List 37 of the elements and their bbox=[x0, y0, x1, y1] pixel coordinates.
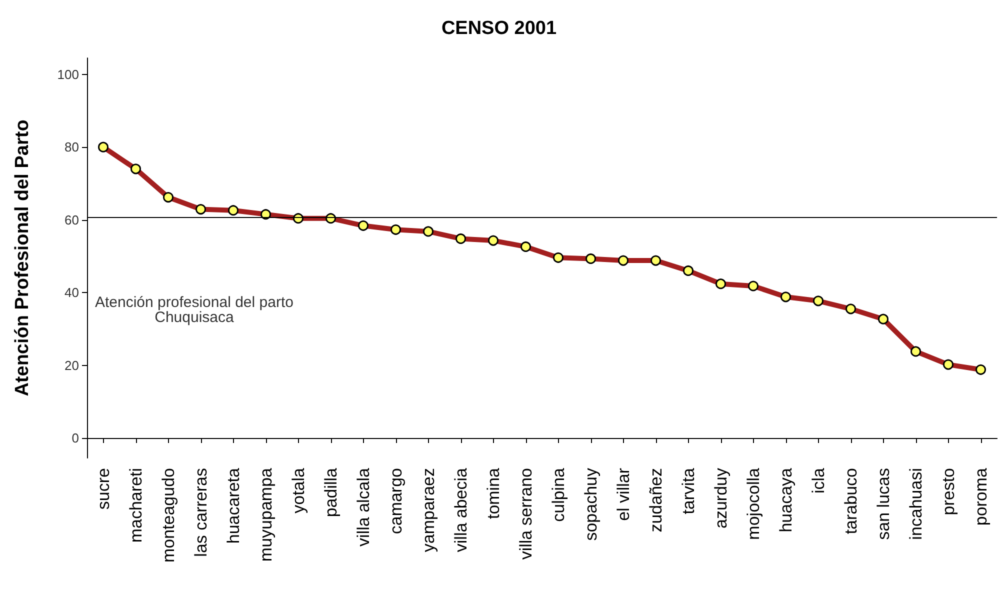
chart-title: CENSO 2001 bbox=[441, 18, 557, 39]
x-tick-label: mojocolla bbox=[744, 467, 763, 540]
x-tick-label: culpina bbox=[548, 467, 568, 522]
x-tick-label: muyupampa bbox=[256, 467, 276, 562]
y-tick-label: 100 bbox=[57, 66, 79, 82]
x-tick-label: villa serrano bbox=[516, 468, 536, 560]
annotation: Atención profesional del parto Chuquisaca bbox=[95, 294, 294, 326]
x-tick-label: huacaya bbox=[776, 467, 796, 532]
x-tick-label: sopachuy bbox=[581, 468, 600, 541]
x-tick-label: villa abecia bbox=[451, 467, 470, 552]
x-tick-label: incahuasi bbox=[906, 468, 926, 540]
x-tick-label: huacareta bbox=[224, 467, 243, 544]
x-tick-label: tarabuco bbox=[841, 468, 860, 534]
x-tick-label: monteagudo bbox=[158, 468, 178, 563]
x-tick-label: padilla bbox=[321, 467, 340, 518]
x-tick-label: tarvita bbox=[678, 467, 698, 514]
x-tick-label: tomina bbox=[484, 467, 503, 520]
x-tick-label: yamparaez bbox=[418, 468, 438, 552]
x-tick-label: machareti bbox=[126, 468, 146, 543]
x-tick-label: sucre bbox=[94, 468, 113, 510]
y-tick-label: 60 bbox=[64, 212, 79, 228]
x-tick-label: yotala bbox=[288, 467, 308, 514]
x-tick-label: camargo bbox=[386, 468, 406, 534]
x-tick-label: azurduy bbox=[711, 468, 730, 528]
y-tick-label: 40 bbox=[64, 285, 79, 300]
x-tick-label: villa alcala bbox=[354, 467, 373, 546]
x-tick-label: zudañez bbox=[646, 468, 666, 532]
x-tick-label: las carreras bbox=[191, 468, 210, 557]
x-tick-label: el villar bbox=[614, 468, 633, 521]
x-tick-label: poroma bbox=[971, 467, 990, 526]
x-tick-label: san lucas bbox=[874, 468, 893, 540]
x-tick-label: icla bbox=[808, 467, 828, 494]
y-tick-label: 0 bbox=[72, 430, 79, 446]
y-tick-label: 80 bbox=[64, 140, 79, 155]
x-tick-label: presto bbox=[938, 468, 958, 516]
y-axis-title: Atención Profesional del Parto bbox=[12, 120, 33, 396]
y-tick-label: 20 bbox=[64, 358, 79, 373]
